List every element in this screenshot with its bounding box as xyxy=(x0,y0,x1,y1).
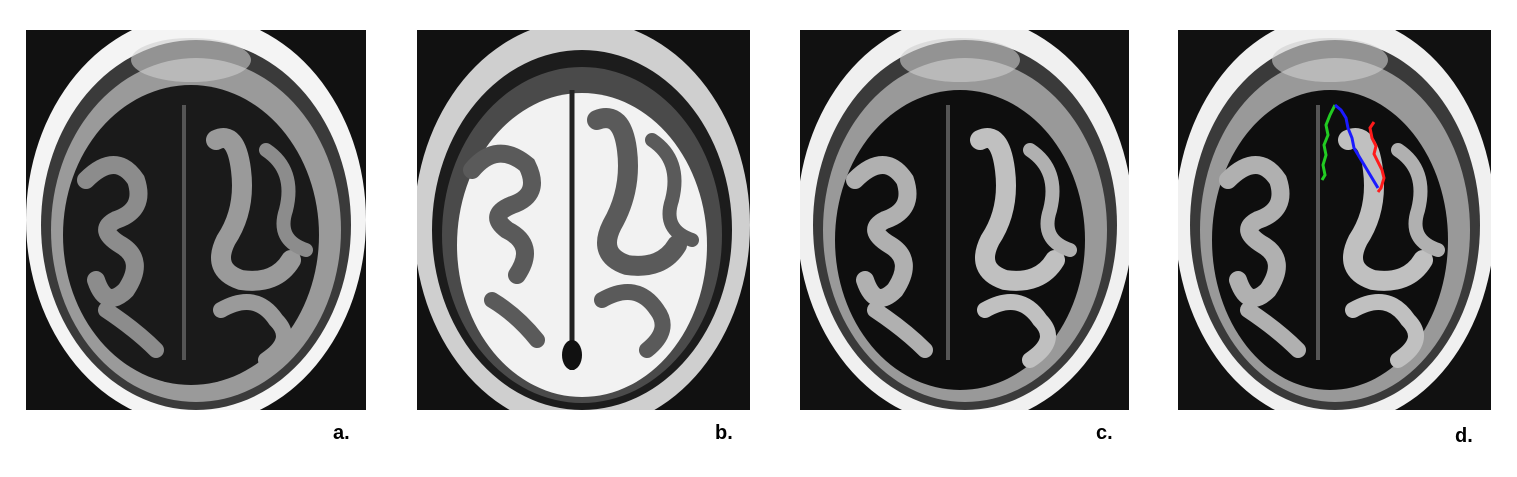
mri-slice-t2-b xyxy=(417,30,750,410)
panel-caption-a: a. xyxy=(333,422,350,444)
blue-contour xyxy=(1334,103,1380,189)
panel-caption-c: c. xyxy=(1096,422,1113,444)
red-contour xyxy=(1368,121,1386,193)
panel-caption-d: d. xyxy=(1455,425,1473,447)
mri-slice-contours-d xyxy=(1178,30,1491,410)
mri-image-c xyxy=(800,30,1129,410)
mri-image-d xyxy=(1178,30,1491,410)
panel-caption-b: b. xyxy=(715,422,733,444)
mri-slice-t1-a xyxy=(26,30,366,410)
mri-image-a xyxy=(26,30,366,410)
mri-slice-t1-c xyxy=(800,30,1129,410)
green-contour xyxy=(1320,104,1337,181)
mri-image-b xyxy=(417,30,750,410)
